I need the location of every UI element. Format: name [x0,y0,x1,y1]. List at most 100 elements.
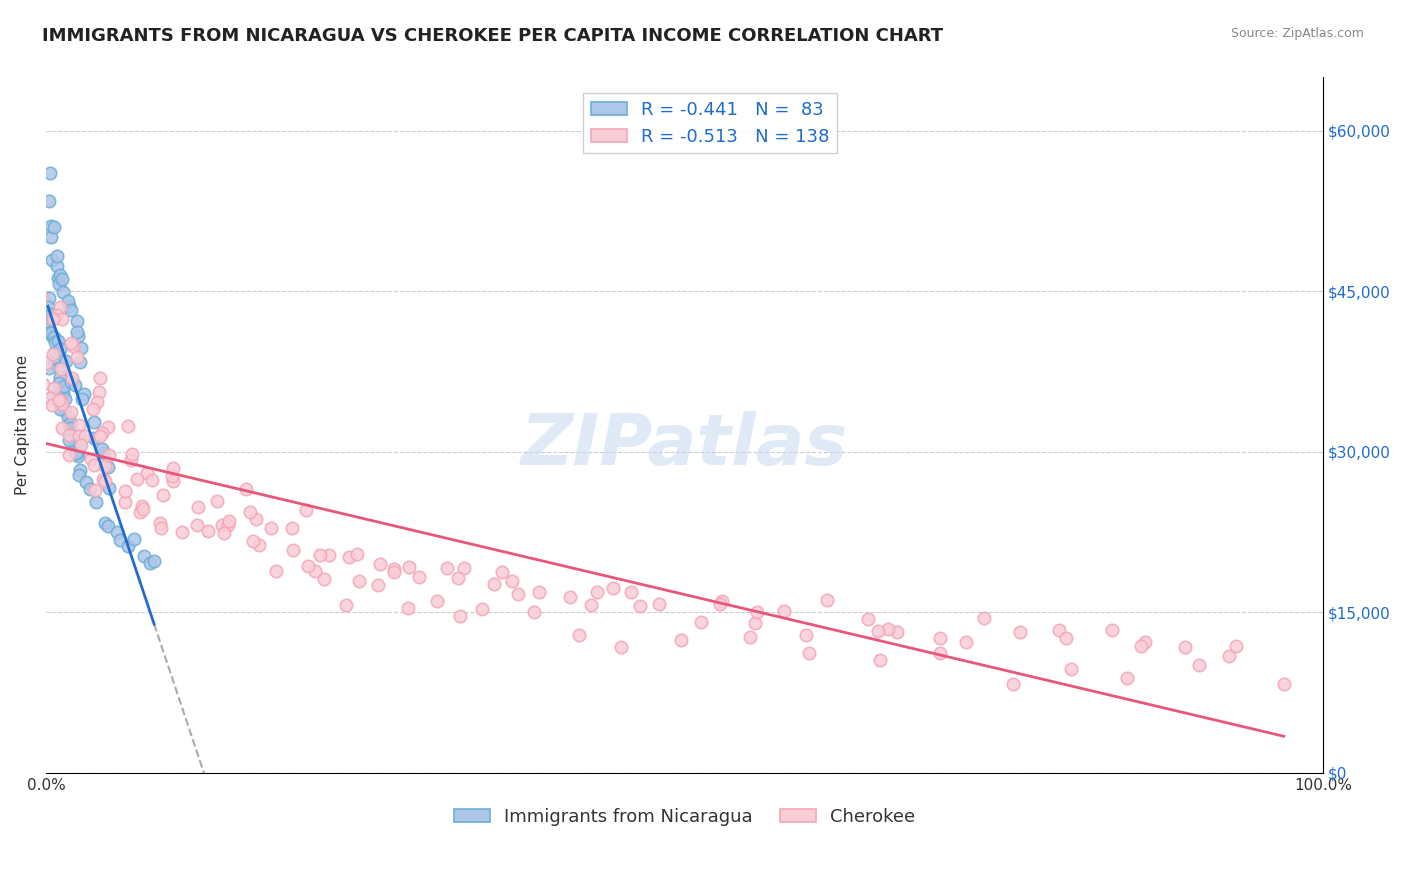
Point [129,505,152,519]
Point [48,361,70,376]
Point [60,303,83,318]
Point [37,300,59,314]
Text: Source: ZipAtlas.com: Source: ZipAtlas.com [1230,27,1364,40]
Point [1218,648,1240,663]
Point [67,329,90,343]
Point [41,328,63,343]
Point [347,574,370,588]
Point [41,326,63,340]
Point [58,433,80,447]
Point [527,585,550,599]
Point [205,494,228,508]
Point [94,516,117,530]
Point [97,420,120,434]
Point [91,442,114,457]
Point [58,421,80,435]
Point [398,559,420,574]
Point [125,472,148,486]
Point [501,574,523,589]
Point [45,259,67,273]
Point [66,314,89,328]
Point [335,598,357,612]
Point [186,517,208,532]
Point [648,597,671,611]
Point [297,558,319,573]
Point [1001,677,1024,691]
Point [1047,623,1070,637]
Point [132,501,155,516]
Point [152,488,174,502]
Point [46,271,69,285]
Point [868,624,890,639]
Point [48,342,70,356]
Point [139,557,162,571]
Point [877,622,900,636]
Point [346,547,368,561]
Point [114,484,136,499]
Point [449,608,471,623]
Point [55,354,77,368]
Point [58,409,80,424]
Point [51,271,73,285]
Point [447,570,470,584]
Point [39,230,62,244]
Point [1008,624,1031,639]
Point [886,625,908,640]
Point [59,416,82,430]
Point [46,249,69,263]
Point [48,300,70,314]
Point [1174,640,1197,654]
Point [41,347,63,361]
Point [367,578,389,592]
Point [1116,671,1139,685]
Point [132,549,155,563]
Point [58,299,80,313]
Point [44,335,66,350]
Point [48,376,70,390]
Point [93,446,115,460]
Point [51,394,73,409]
Point [709,597,731,611]
Point [84,483,107,497]
Point [280,521,302,535]
Point [53,404,76,418]
Point [382,562,405,576]
Point [247,538,270,552]
Point [396,600,419,615]
Point [610,640,633,654]
Point [89,371,111,385]
Point [45,308,67,322]
Point [1129,639,1152,653]
Point [98,448,121,462]
Point [41,252,63,267]
Point [38,325,60,339]
Point [65,446,87,460]
Point [48,393,70,408]
Point [745,605,768,619]
Point [66,446,89,460]
Point [368,557,391,571]
Point [426,594,449,608]
Point [295,503,318,517]
Point [97,460,120,475]
Point [620,584,643,599]
Point [260,521,283,535]
Point [304,564,326,578]
Point [91,472,114,486]
Point [75,475,97,490]
Point [63,436,86,450]
Point [928,631,950,645]
Point [141,473,163,487]
Point [46,334,69,348]
Point [218,514,240,528]
Point [49,401,72,416]
Point [869,653,891,667]
Point [740,630,762,644]
Point [744,615,766,630]
Point [105,524,128,539]
Point [98,481,121,495]
Point [1272,677,1295,691]
Point [602,581,624,595]
Point [121,447,143,461]
Point [689,615,711,629]
